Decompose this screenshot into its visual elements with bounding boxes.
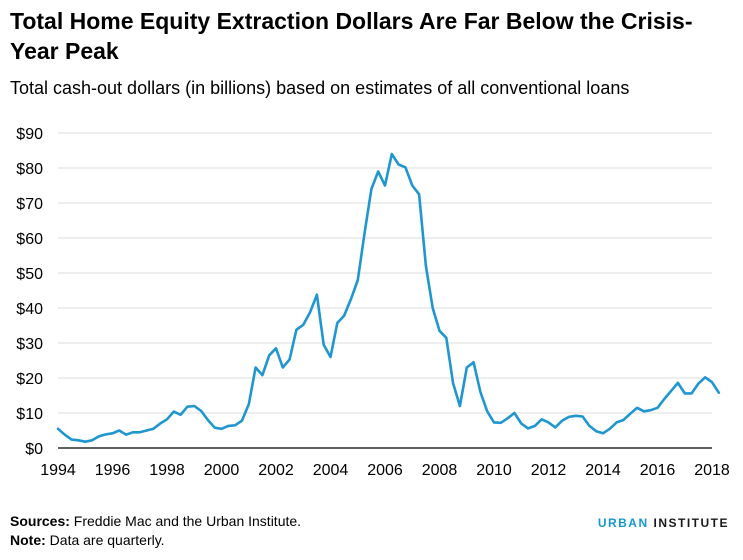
sources-line: Sources: Freddie Mac and the Urban Insti… [10,512,301,531]
x-tick-label: 1998 [149,462,185,479]
note-text: Data are quarterly. [45,532,165,548]
chart-subtitle: Total cash-out dollars (in billions) bas… [10,78,630,98]
x-tick-label: 2010 [476,462,512,479]
y-tick-label: $20 [16,371,43,388]
x-tick-label: 2002 [258,462,294,479]
series-layer [56,152,721,444]
urban-institute-logo: URBAN INSTITUTE [598,516,729,530]
x-tick-label: 2004 [313,462,349,479]
x-tick-label: 2014 [585,462,621,479]
x-tick-label: 2016 [640,462,676,479]
x-tick-label: 2018 [694,462,730,479]
chart-title: Total Home Equity Extraction Dollars Are… [10,8,693,64]
sources-label: Sources: [10,513,70,529]
series-line [56,152,721,444]
x-tick-labels: 1994 1996 1998 2000 2002 2004 2006 2008 2010 2012… [40,462,730,479]
x-tick-label: 2012 [531,462,567,479]
note-line: Note: Data are quarterly. [10,531,301,550]
x-tick-label: 2000 [204,462,240,479]
x-tick-label: 2006 [367,462,403,479]
note-label: Note: [10,532,46,548]
x-tick-label: 1996 [95,462,131,479]
chart-footer: Sources: Freddie Mac and the Urban Insti… [10,512,301,550]
y-tick-label: $70 [16,196,43,213]
sources-text: Freddie Mac and the Urban Institute. [69,513,302,529]
y-tick-labels: $0 $10 $20 $30 $40 $50 $60 $70 $80 $90 [16,126,43,458]
y-tick-label: $0 [25,441,43,458]
grid-lines [58,132,712,449]
y-tick-label: $60 [16,231,43,248]
y-tick-label: $30 [16,336,43,353]
y-tick-label: $80 [16,161,43,178]
x-tick-label: 1994 [40,462,76,479]
brand-part-1: URBAN [597,516,649,530]
x-tick-label: 2008 [422,462,458,479]
brand-part-2: INSTITUTE [653,516,729,530]
y-tick-label: $50 [16,266,43,283]
y-tick-label: $40 [16,301,43,318]
y-tick-label: $10 [16,406,43,423]
y-tick-label: $90 [16,126,43,143]
